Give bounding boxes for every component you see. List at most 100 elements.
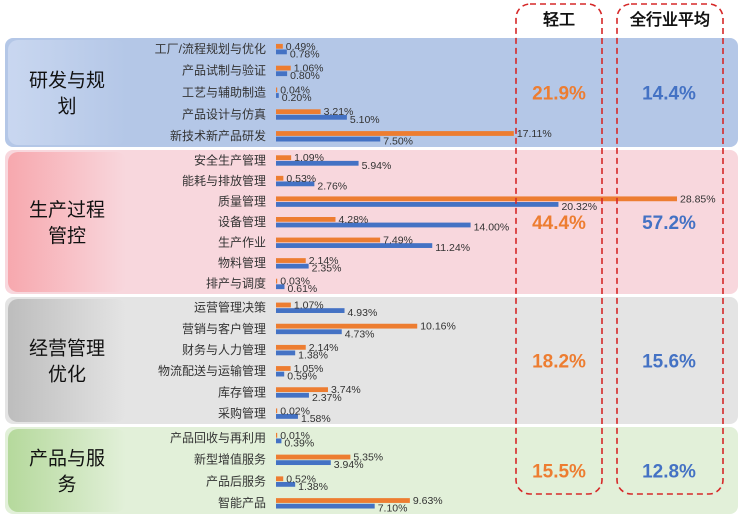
category-label: 质量管理 <box>218 193 266 208</box>
category-label: 工艺与辅助制造 <box>182 86 266 100</box>
value-label-light-industry: 1.09% <box>294 152 324 164</box>
value-label-light-industry: 5.35% <box>353 452 383 464</box>
bar-all-industry <box>276 114 347 120</box>
value-label-light-industry: 9.63% <box>413 495 443 507</box>
bar-all-industry <box>276 308 345 313</box>
bar-light-industry <box>276 258 306 263</box>
bar-light-industry <box>276 344 306 350</box>
value-label-all-industry: 1.58% <box>301 413 331 425</box>
bar-light-industry <box>276 65 291 71</box>
value-label-light-industry: 0.02% <box>280 405 310 417</box>
value-label-all-industry: 0.39% <box>284 437 314 449</box>
bar-all-industry <box>276 71 288 77</box>
bar-light-industry <box>276 476 284 482</box>
section-1-title-box <box>8 40 126 145</box>
bar-light-industry <box>276 387 328 393</box>
section-4-panel <box>5 427 738 514</box>
section-3-all-industry-share: 15.6% <box>642 352 696 373</box>
section-3-light-industry-share: 18.2% <box>532 352 586 373</box>
value-label-all-industry: 20.32% <box>561 201 597 213</box>
section-1-panel <box>5 38 738 147</box>
value-label-all-industry: 0.78% <box>290 48 320 60</box>
bar-all-industry <box>276 93 279 98</box>
category-label: 采购管理 <box>218 405 266 420</box>
value-label-light-industry: 0.53% <box>286 173 316 185</box>
bar-all-industry <box>276 503 375 509</box>
category-label: 产品后服务 <box>206 473 266 488</box>
bar-all-industry <box>276 371 285 377</box>
value-label-all-industry: 0.61% <box>287 283 317 295</box>
category-label: 财务与人力管理 <box>182 342 266 357</box>
value-label-light-industry: 0.52% <box>286 473 316 485</box>
category-label: 工厂/流程规划与优化 <box>155 41 266 56</box>
section-1-title-line: 研发与规 <box>29 70 105 92</box>
category-label: 能耗与排放管理 <box>182 173 266 188</box>
value-label-light-industry: 0.01% <box>280 430 310 442</box>
bar-light-industry <box>276 278 278 284</box>
bar-light-industry <box>276 432 278 438</box>
section-4-title-line: 产品与服 <box>29 448 105 470</box>
section-1-all-industry-share: 14.4% <box>642 84 696 105</box>
bar-all-industry <box>276 438 282 444</box>
value-label-all-industry: 7.50% <box>383 136 413 148</box>
value-label-all-industry: 2.35% <box>312 263 342 275</box>
value-label-light-industry: 2.14% <box>309 342 339 354</box>
section-2-panel <box>5 150 738 294</box>
bar-all-industry <box>276 414 298 419</box>
value-label-light-industry: 1.07% <box>294 299 324 311</box>
section-4-title-box <box>8 429 126 512</box>
header-all-industry: 全行业平均 <box>629 10 710 29</box>
bar-light-industry <box>276 109 321 115</box>
bar-all-industry <box>276 392 309 398</box>
category-label: 设备管理 <box>218 214 266 229</box>
category-label: 排产与调度 <box>206 276 266 291</box>
category-label: 安全生产管理 <box>194 152 266 167</box>
bar-light-industry <box>276 196 678 202</box>
category-label: 营销与客户管理 <box>182 321 266 336</box>
value-label-all-industry: 14.00% <box>474 222 510 234</box>
value-label-light-industry: 0.49% <box>286 41 316 53</box>
value-label-all-industry: 0.80% <box>290 70 320 82</box>
value-label-light-industry: 1.05% <box>294 363 324 375</box>
section-4-title-line: 务 <box>57 474 76 496</box>
bar-all-industry <box>276 350 296 356</box>
bar-light-industry <box>276 323 418 329</box>
value-label-all-industry: 4.73% <box>345 328 375 340</box>
bar-all-industry <box>276 263 309 269</box>
section-1-title-line: 划 <box>57 96 76 118</box>
bar-light-industry <box>276 408 278 414</box>
bar-all-industry <box>276 243 433 248</box>
bar-light-industry <box>276 454 351 460</box>
value-label-all-industry: 2.37% <box>312 392 342 404</box>
value-label-all-industry: 2.76% <box>317 180 347 192</box>
bar-light-industry <box>276 366 291 371</box>
bar-light-industry <box>276 498 410 503</box>
section-2-light-industry-share: 44.4% <box>532 213 586 234</box>
bar-light-industry <box>276 302 291 308</box>
value-label-all-industry: 7.10% <box>378 503 408 515</box>
value-label-all-industry: 5.10% <box>350 114 380 126</box>
bar-light-industry <box>276 155 292 161</box>
section-4-light-industry-share: 15.5% <box>532 462 586 483</box>
bar-light-industry <box>276 43 283 49</box>
value-label-all-industry: 11.24% <box>435 242 470 254</box>
section-3-title-box <box>8 299 126 422</box>
bar-light-industry <box>276 131 514 136</box>
bar-light-industry <box>276 87 278 93</box>
value-label-all-industry: 1.38% <box>298 349 328 361</box>
category-label: 运营管理决策 <box>194 300 266 315</box>
category-label: 库存管理 <box>218 384 266 399</box>
category-label: 产品试制与验证 <box>182 63 266 78</box>
bar-all-industry <box>276 284 285 290</box>
section-1-light-industry-share: 21.9% <box>532 84 586 105</box>
value-label-all-industry: 0.20% <box>282 92 312 104</box>
value-label-light-industry: 0.03% <box>280 276 310 288</box>
bar-all-industry <box>276 222 471 228</box>
value-label-all-industry: 1.38% <box>298 481 328 493</box>
all-industry-highlight-box <box>616 3 724 495</box>
value-label-light-industry: 2.14% <box>309 255 339 267</box>
value-label-all-industry: 5.94% <box>362 160 392 172</box>
section-4-all-industry-share: 12.8% <box>642 462 696 483</box>
bar-all-industry <box>276 329 342 335</box>
value-label-light-industry: 3.21% <box>324 106 354 118</box>
